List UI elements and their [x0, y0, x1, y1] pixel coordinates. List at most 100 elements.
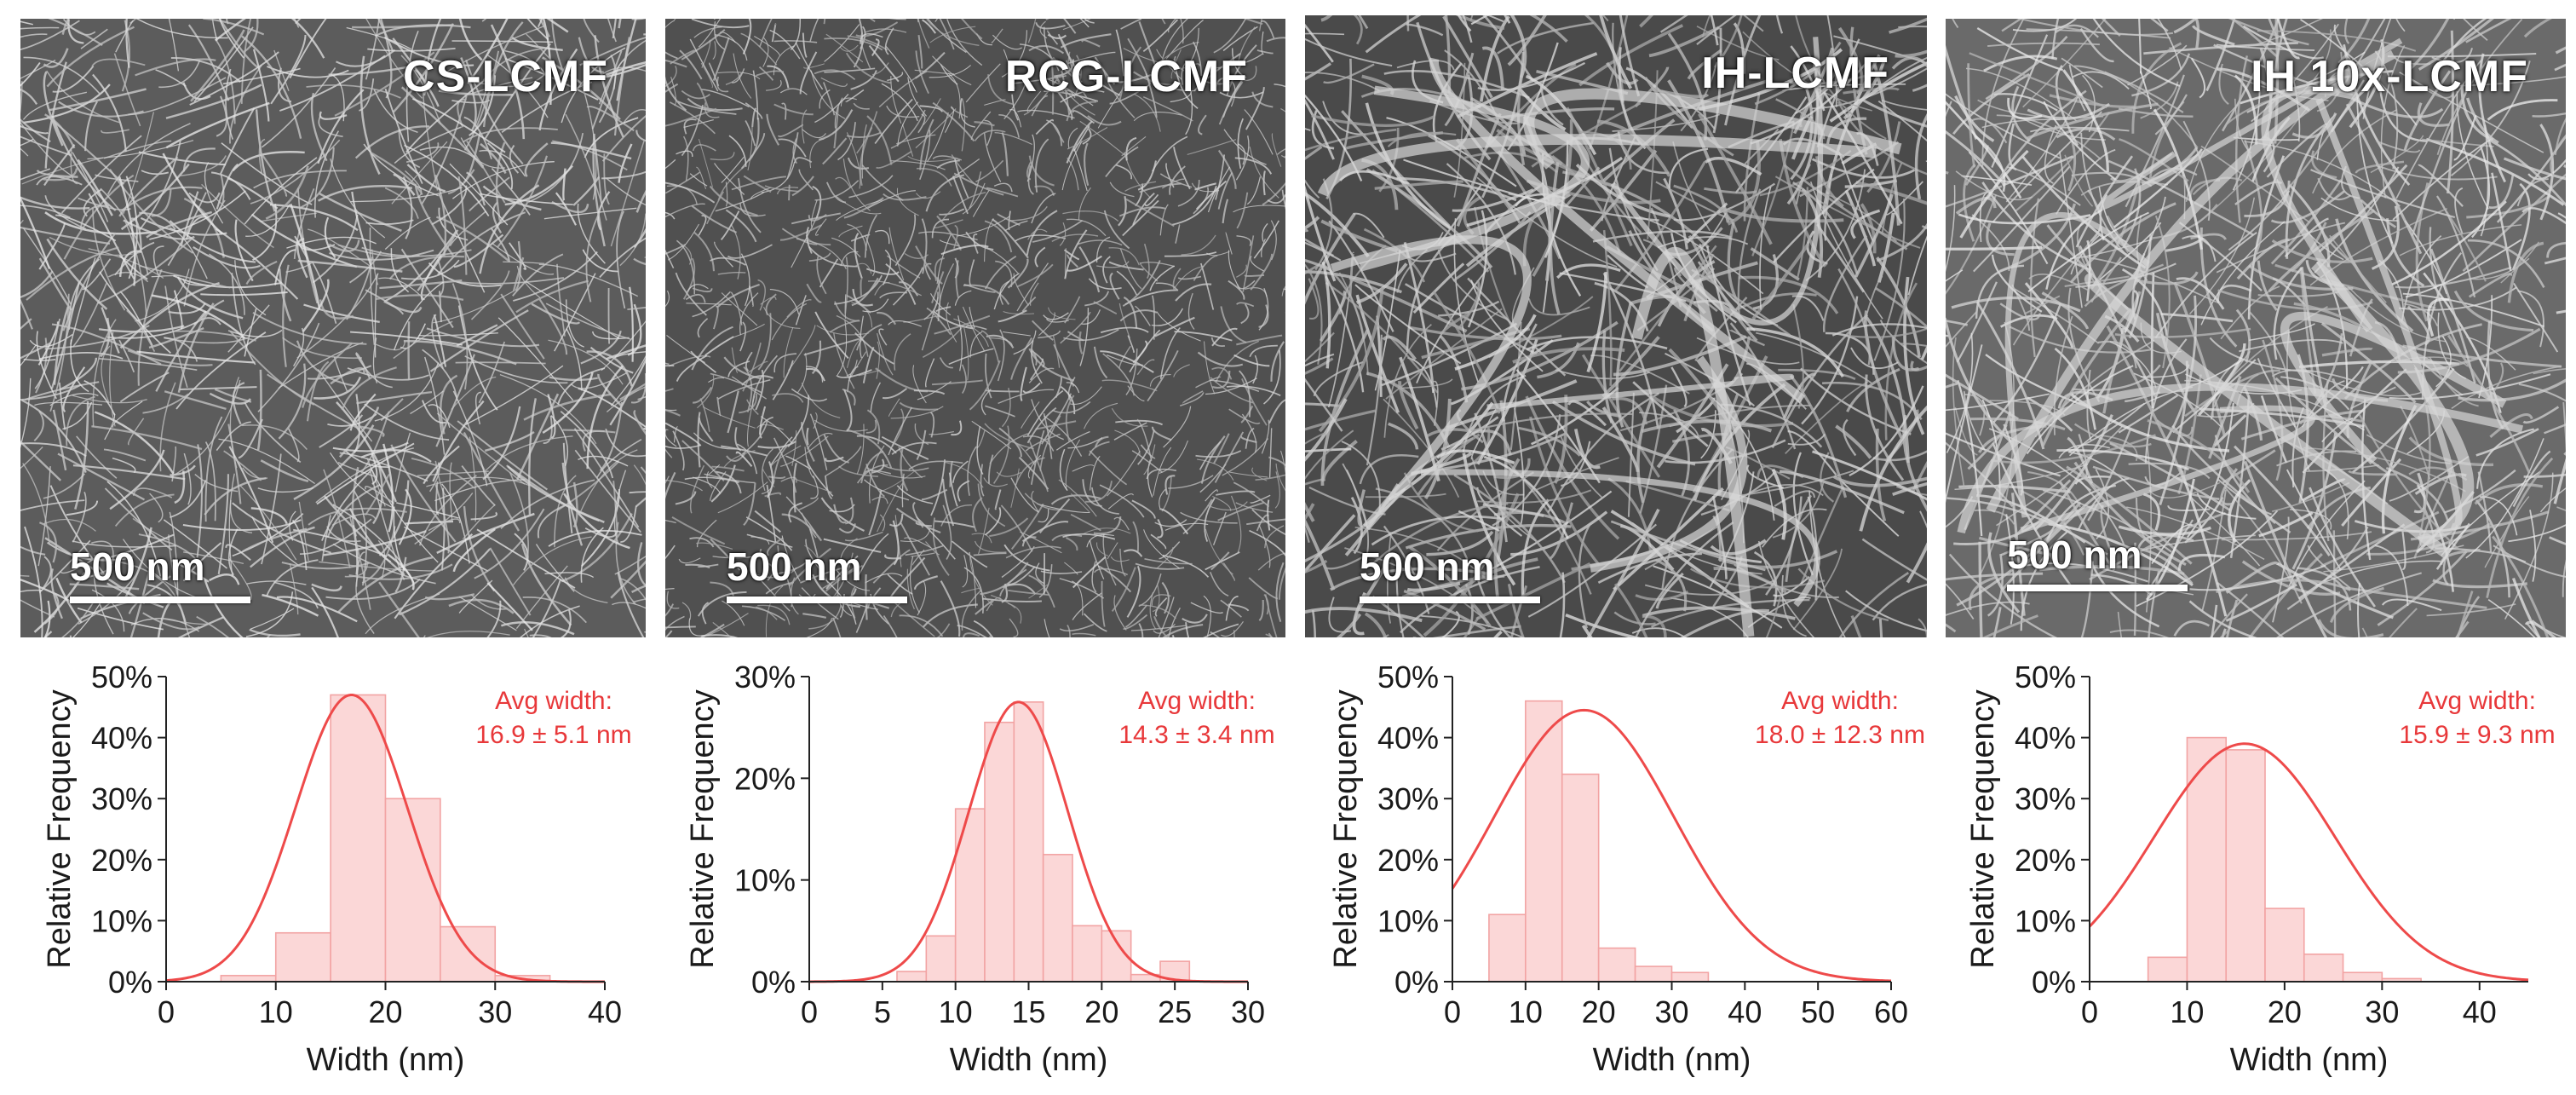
width-histogram-cs-lcmf: 0% 10% 20% 30% 40% 50% 0 10 20 30 40 Width (nm) Rela…: [42, 660, 632, 1078]
avg-width-value: 15.9 ± 9.3 nm: [2399, 721, 2555, 749]
gaussian-fit-curve: [165, 694, 605, 983]
histogram-bar: [1042, 854, 1073, 983]
scale-bar-line: [727, 596, 907, 603]
avg-width-value: 14.3 ± 3.4 nm: [1118, 721, 1274, 749]
y-tick-label: 10%: [734, 863, 796, 898]
x-axis-title: Width (nm): [307, 1042, 465, 1078]
y-axis-title: Relative Frequency: [1965, 689, 2001, 968]
histogram-bar: [2303, 953, 2344, 983]
histogram-bar: [2225, 749, 2266, 983]
y-tick-label: 30%: [1377, 781, 1439, 816]
scale-bar-label: 500 nm: [727, 545, 862, 589]
x-tick-label: 20: [368, 994, 402, 1029]
y-tick-label: 0%: [1394, 965, 1439, 1000]
x-tick-label: 0: [801, 994, 818, 1029]
avg-width-label: Avg width:: [1781, 687, 1899, 715]
y-tick-label: 30%: [734, 660, 796, 694]
y-tick-label: 0%: [108, 965, 152, 1000]
sem-image-ih10x-lcmf: IH 10x-LCMF 500 nm: [1946, 19, 2566, 637]
histogram-bar: [1013, 701, 1044, 983]
avg-width-label: Avg width:: [1138, 687, 1256, 715]
fiber-network-texture: [665, 19, 1285, 637]
sample-label: IH-LCMF: [1701, 49, 1889, 98]
x-tick-label: 0: [158, 994, 175, 1029]
histogram-bar: [2147, 956, 2188, 983]
y-tick-label: 20%: [734, 761, 796, 796]
y-tick-label: 50%: [2015, 660, 2076, 694]
histogram-bar: [925, 935, 957, 983]
histogram-bar: [1525, 700, 1563, 983]
fiber-network-texture: [20, 19, 646, 637]
scale-bar-line: [2007, 585, 2188, 591]
y-tick-label: 10%: [91, 903, 152, 938]
y-tick-label: 20%: [2015, 843, 2076, 878]
x-tick-label: 10: [2170, 994, 2204, 1029]
x-tick-label: 40: [588, 994, 622, 1029]
scale-bar-label: 500 nm: [2007, 533, 2142, 577]
y-tick-label: 10%: [2015, 903, 2076, 938]
histogram-bar: [274, 931, 331, 983]
x-tick-label: 0: [2081, 994, 2098, 1029]
scale-bar: 500 nm: [70, 544, 250, 603]
histogram-bar: [440, 925, 497, 983]
x-tick-label: 10: [1509, 994, 1543, 1029]
sem-image-rcg-lcmf: RCG-LCMF 500 nm: [665, 19, 1285, 637]
histogram-bar: [1561, 773, 1600, 983]
y-tick-label: 10%: [1377, 903, 1439, 938]
y-axis-title: Relative Frequency: [1328, 689, 1364, 968]
histogram-bar: [896, 971, 928, 983]
fiber-group: [20, 19, 646, 637]
gaussian-fit-curve: [808, 700, 1248, 983]
y-tick-label: 40%: [91, 721, 152, 756]
x-tick-label: 30: [478, 994, 512, 1029]
x-tick-label: 40: [1728, 994, 1762, 1029]
x-axis-title: Width (nm): [950, 1042, 1108, 1078]
x-tick-label: 5: [874, 994, 891, 1029]
x-tick-label: 0: [1444, 994, 1461, 1029]
fiber-network-texture: [1305, 15, 1927, 637]
sample-label: IH 10x-LCMF: [2251, 52, 2528, 101]
gaussian-fit-curve: [2088, 742, 2529, 982]
fiber-group: [665, 19, 1285, 637]
x-tick-label: 50: [1801, 994, 1835, 1029]
histogram-bar: [2264, 908, 2305, 983]
y-tick-label: 20%: [91, 843, 152, 878]
x-tick-label: 60: [1874, 994, 1908, 1029]
scale-bar-line: [1360, 596, 1540, 603]
x-tick-label: 30: [1654, 994, 1688, 1029]
gaussian-fit-curve: [1451, 708, 1892, 983]
scale-bar-line: [70, 596, 250, 603]
sample-label: CS-LCMF: [403, 52, 608, 101]
x-tick-label: 20: [1084, 994, 1118, 1029]
y-axis-title: Relative Frequency: [42, 689, 78, 968]
x-tick-label: 25: [1158, 994, 1192, 1029]
sem-image-cs-lcmf: CS-LCMF 500 nm: [20, 19, 646, 637]
y-axis-title: Relative Frequency: [685, 689, 721, 968]
scale-bar-label: 500 nm: [1360, 545, 1495, 589]
histogram-bar: [1072, 925, 1103, 983]
scale-bar: 500 nm: [2007, 532, 2188, 591]
y-tick-label: 30%: [91, 781, 152, 816]
histogram-bar: [330, 694, 387, 983]
histogram-bar: [2342, 971, 2383, 983]
x-tick-label: 20: [2268, 994, 2302, 1029]
fiber-group: [1305, 15, 1927, 637]
x-axis-title: Width (nm): [2230, 1042, 2389, 1078]
scale-bar: 500 nm: [727, 544, 907, 603]
scale-bar-label: 500 nm: [70, 545, 205, 589]
avg-width-value: 16.9 ± 5.1 nm: [475, 721, 631, 749]
histogram-bar: [1634, 965, 1673, 983]
x-tick-label: 10: [259, 994, 293, 1029]
histogram-bar: [1597, 947, 1636, 983]
x-tick-label: 10: [939, 994, 973, 1029]
histogram-bar: [220, 975, 277, 983]
x-tick-label: 40: [2463, 994, 2497, 1029]
sample-label: RCG-LCMF: [1004, 52, 1248, 101]
histogram-bar: [2186, 736, 2228, 983]
histogram-bar: [384, 798, 441, 983]
sem-image-ih-lcmf: IH-LCMF 500 nm: [1305, 15, 1927, 637]
avg-width-value: 18.0 ± 12.3 nm: [1755, 721, 1925, 749]
histogram-bar: [1670, 971, 1710, 983]
x-tick-label: 30: [2365, 994, 2399, 1029]
histogram-bar: [1488, 913, 1527, 983]
